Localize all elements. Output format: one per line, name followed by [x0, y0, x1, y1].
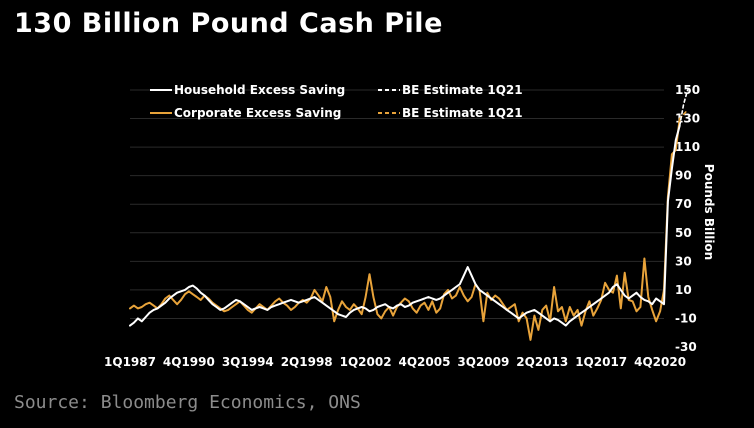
x-tick-label: 1Q1987	[104, 355, 156, 369]
x-tick-label: 2Q1998	[281, 355, 333, 369]
x-tick-label: 2Q2013	[516, 355, 568, 369]
gridlines	[130, 89, 664, 319]
x-tick-label: 3Q1994	[222, 355, 274, 369]
y-axis-label: Pounds Billion	[702, 164, 716, 260]
y-tick-label: -30	[675, 340, 697, 354]
series-line	[129, 124, 681, 327]
y-tick-label: -10	[675, 311, 697, 325]
legend: Household Excess Saving BE Estimate 1Q21 C…	[150, 83, 523, 120]
x-tick-label: 1Q2017	[575, 355, 627, 369]
series-line	[678, 89, 689, 127]
y-tick-label: 10	[675, 283, 692, 297]
y-tick-label: 90	[675, 169, 692, 183]
legend-label: BE Estimate 1Q21	[402, 106, 523, 120]
x-tick-label: 3Q2009	[457, 355, 509, 369]
x-tick-label: 4Q2005	[399, 355, 451, 369]
source-note: Source: Bloomberg Economics, ONS	[14, 392, 361, 413]
legend-label: Corporate Excess Saving	[174, 106, 341, 120]
y-tick-label: 110	[675, 140, 700, 154]
series-lines	[129, 89, 689, 341]
x-tick-label: 4Q2020	[634, 355, 686, 369]
legend-label: BE Estimate 1Q21	[402, 83, 523, 97]
x-axis-ticks: 1Q1987 4Q1990 3Q1994 2Q1998 1Q2002 4Q2005 3Q20…	[104, 355, 686, 369]
y-tick-label: 70	[675, 197, 692, 211]
x-tick-label: 1Q2002	[340, 355, 392, 369]
y-tick-label: 50	[675, 226, 692, 240]
chart-title: 130 Billion Pound Cash Pile	[14, 8, 443, 39]
x-tick-label: 4Q1990	[163, 355, 215, 369]
y-tick-label: 30	[675, 254, 692, 268]
y-tick-label: 130	[675, 112, 700, 126]
legend-label: Household Excess Saving	[174, 83, 345, 97]
